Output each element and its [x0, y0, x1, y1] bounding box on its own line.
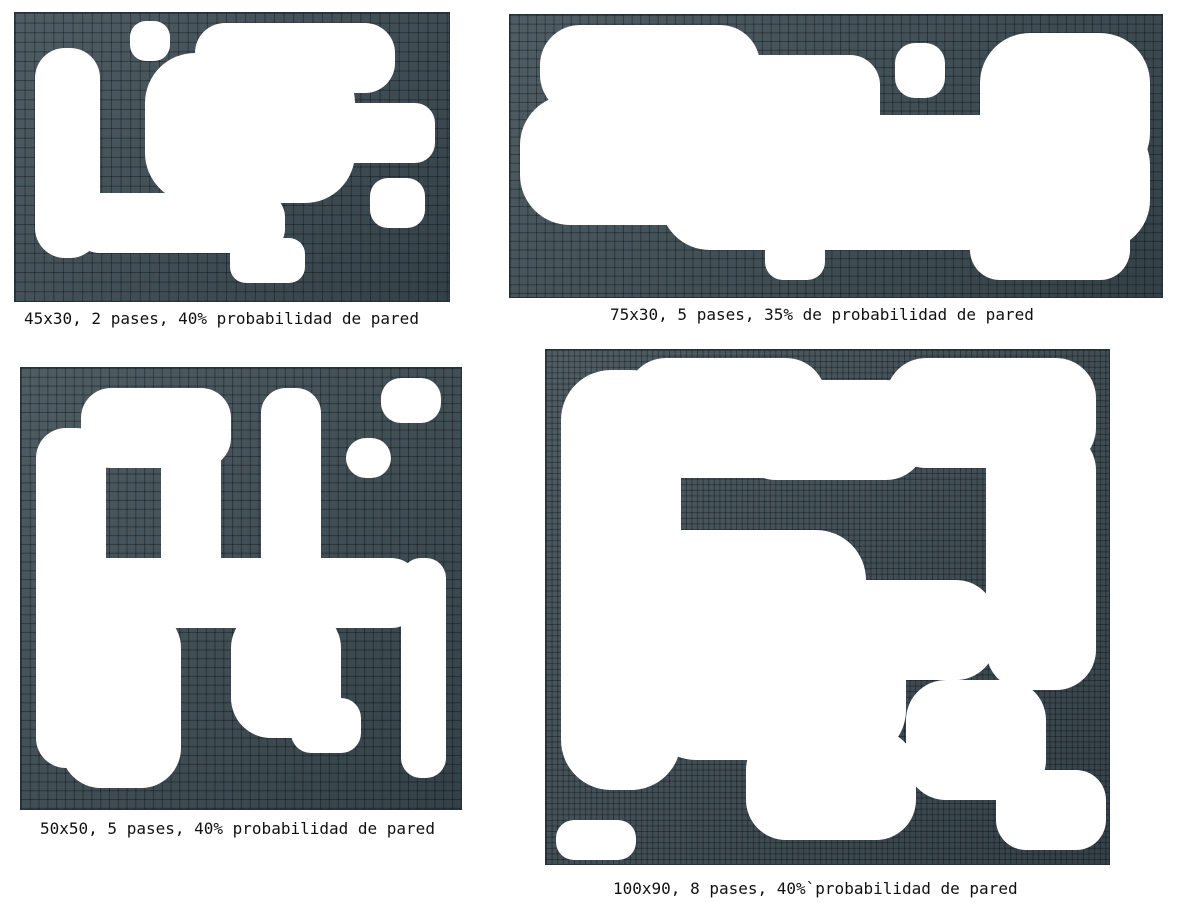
cave-region: [765, 225, 825, 280]
cave-region: [970, 200, 1130, 280]
cave-region: [986, 430, 1096, 690]
cave-map-75x30: [509, 14, 1163, 298]
cave-map-50x50: [20, 367, 462, 810]
map-caption: 45x30, 2 pases, 40% probabilidad de pare…: [24, 309, 419, 328]
cave-region: [980, 33, 1150, 183]
cave-region: [291, 698, 361, 753]
cave-region: [746, 730, 916, 840]
cave-region: [130, 21, 170, 61]
map-caption: 100x90, 8 pases, 40%`probabilidad de par…: [613, 879, 1018, 898]
cave-region: [195, 23, 395, 93]
cave-region: [61, 608, 181, 788]
cave-region: [381, 378, 441, 423]
map-caption: 50x50, 5 pases, 40% probabilidad de pare…: [40, 819, 435, 838]
cave-region: [996, 770, 1106, 850]
cave-region: [401, 558, 446, 778]
cave-map-100x90: [545, 349, 1110, 865]
cave-region: [776, 580, 996, 680]
cave-region: [230, 238, 305, 283]
cave-region: [556, 820, 636, 860]
cave-region: [315, 103, 435, 163]
cave-region: [895, 43, 945, 98]
cave-region: [346, 438, 391, 478]
cave-region: [720, 55, 880, 145]
map-caption: 75x30, 5 pases, 35% de probabilidad de p…: [610, 305, 1034, 324]
cave-map-45x30: [14, 12, 450, 302]
cave-region: [370, 178, 425, 228]
